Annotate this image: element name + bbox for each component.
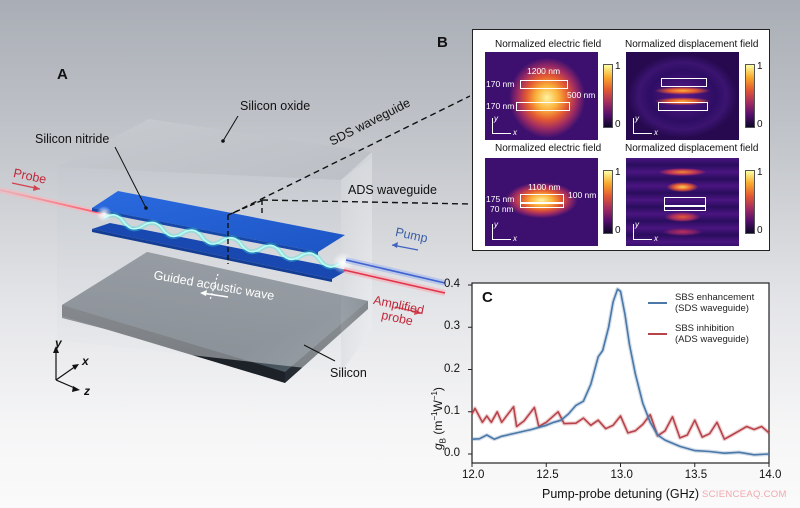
row1-disp-x-axis: x — [654, 128, 658, 137]
row2-displacement-field-map: y x — [626, 158, 739, 246]
x-tick: 12.5 — [536, 469, 559, 481]
row1-electric-title: Normalized electric field — [495, 39, 602, 50]
panel-b-mode-profiles: Normalized electric field Normalized dis… — [472, 29, 770, 251]
row1-top-dim: 170 nm — [486, 79, 515, 89]
panel-a-letter: A — [57, 66, 68, 83]
row2-x-axis: x — [513, 234, 517, 243]
label-silicon-oxide: Silicon oxide — [240, 99, 311, 113]
row1-disp-y-axis: y — [635, 114, 639, 123]
row2-colorbar-right — [745, 170, 755, 234]
row1-colorbar-left — [603, 64, 613, 128]
legend-ads-line1: SBS inhibition — [675, 323, 735, 334]
chart-plot-area — [468, 282, 771, 467]
row1-displacement-field-map: y x — [626, 52, 739, 140]
row2-width-dim: 1100 nm — [528, 182, 561, 192]
y-tick: 0.2 — [444, 362, 460, 375]
waveguide-schematic — [0, 95, 470, 392]
legend-sds-line2: (SDS waveguide) — [675, 303, 749, 314]
series-sbs-inhibition — [471, 405, 770, 440]
nitride-upper-plate — [92, 191, 345, 252]
row2-cb-left-max: 1 — [615, 167, 621, 178]
row2-electric-title: Normalized electric field — [495, 143, 602, 154]
row2-disp-x-axis: x — [654, 234, 658, 243]
panel-b-letter: B — [437, 34, 448, 51]
plot-frame — [471, 282, 770, 464]
panel-a: A — [0, 66, 470, 398]
x-tick: 14.0 — [759, 469, 782, 481]
row2-cb-right-max: 1 — [757, 167, 763, 178]
row1-cb-left-min: 0 — [615, 119, 621, 130]
row2-y-axis: y — [494, 220, 498, 229]
row2-bottom-dim: 70 nm — [490, 204, 514, 214]
x-tick: 13.5 — [684, 469, 708, 481]
watermark: SCIENCEAQ.COM — [702, 489, 787, 500]
x-axis-label: Pump-probe detuning (GHz) — [542, 487, 700, 501]
nitride-lower-plate — [92, 223, 348, 279]
row1-bottom-dim: 170 nm — [486, 101, 515, 111]
row2-electric-field-map: 1100 nm 175 nm 70 nm 100 nm y x — [485, 158, 598, 246]
row1-x-axis: x — [513, 128, 517, 137]
x-tick: 13.0 — [610, 469, 633, 481]
row1-displacement-title: Normalized displacement field — [625, 39, 759, 50]
row2-colorbar-left — [603, 170, 613, 234]
row2-gap-dim: 100 nm — [568, 190, 597, 200]
panel-c-letter: C — [482, 289, 493, 306]
row1-cb-right-min: 0 — [757, 119, 763, 130]
axis-x-label: x — [82, 354, 89, 368]
oxide-front-face — [57, 167, 341, 372]
row1-colorbar-right — [745, 64, 755, 128]
label-silicon-nitride: Silicon nitride — [35, 132, 110, 146]
series-sbs-enhancement — [471, 288, 770, 456]
y-axis-label: gB (m−1W−1) — [430, 387, 448, 450]
y-tick: 0.3 — [444, 320, 460, 333]
legend-ads-line2: (ADS waveguide) — [675, 334, 749, 345]
axis-y-label: y — [55, 336, 62, 350]
oxide-top-face — [57, 119, 372, 180]
y-tick: 0.1 — [444, 404, 460, 417]
label-ads-waveguide: ADS waveguide — [348, 183, 437, 197]
row2-cb-right-min: 0 — [757, 225, 763, 236]
row1-y-axis: y — [494, 114, 498, 123]
x-tick: 12.0 — [462, 469, 485, 481]
label-silicon: Silicon — [330, 366, 367, 380]
row1-cb-right-max: 1 — [757, 61, 763, 72]
row1-width-dim: 1200 nm — [527, 66, 561, 76]
legend-sds-line1: SBS enhancement — [675, 292, 755, 303]
axis-z-label: z — [84, 384, 90, 398]
row1-gap-dim: 500 nm — [567, 90, 596, 100]
y-tick: 0.0 — [444, 447, 460, 459]
row2-disp-y-axis: y — [635, 220, 639, 229]
row1-electric-field-map: 1200 nm 170 nm 170 nm 500 nm y x — [485, 52, 598, 140]
row1-cb-left-max: 1 — [615, 61, 621, 72]
legend-ads: SBS inhibition (ADS waveguide) — [675, 323, 749, 345]
y-tick: 0.4 — [444, 278, 460, 290]
row2-cb-left-min: 0 — [615, 225, 621, 236]
legend-sds: SBS enhancement (SDS waveguide) — [675, 292, 754, 314]
row2-displacement-title: Normalized displacement field — [625, 143, 759, 154]
row2-top-dim: 175 nm — [486, 194, 515, 204]
panel-c-chart: C SBS enhancement (SDS waveguide) SBS in… — [420, 265, 800, 508]
